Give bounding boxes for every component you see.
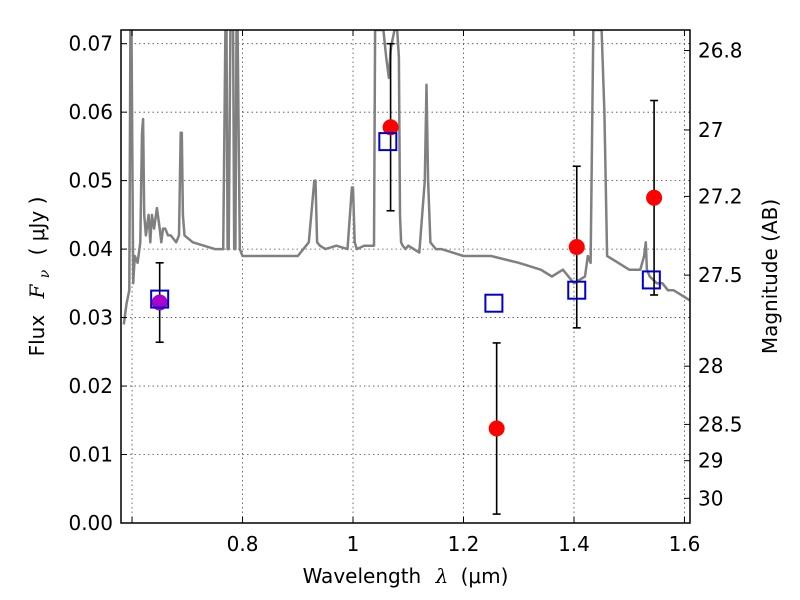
right-tick-label: 27 [698, 118, 723, 142]
right-tick-label: 29 [698, 449, 723, 473]
x-axis-label-symbol: λ [435, 564, 449, 588]
x-tick-label: 0.8 [227, 532, 259, 556]
y-axis-label-text: Flux [25, 315, 49, 357]
right-tick-label: 28.5 [698, 412, 743, 436]
model-square [641, 270, 661, 290]
observed-point [382, 119, 399, 136]
x-axis-label-text: Wavelength [303, 564, 422, 588]
y-tick-label: 0.05 [68, 169, 113, 193]
x-tick-label: 1.2 [448, 532, 480, 556]
ticks: 0.8 1 1.2 1.4 1.6 0.00 0.01 0.02 0.03 0.04 0.05 0.0… [68, 30, 743, 556]
x-tick-label: 1.4 [558, 532, 590, 556]
y-tick-label: 0.00 [68, 511, 113, 535]
right-tick-label: 26.8 [698, 39, 743, 63]
right-tick-label: 27.2 [698, 184, 743, 208]
right-tick-label: 27.5 [698, 263, 743, 287]
right-axis-label: Magnitude (AB) [758, 199, 782, 354]
y-axis-label: Flux F ν ( μJy ) [25, 197, 54, 357]
series-layer [122, 30, 690, 325]
x-axis-label: Wavelength λ (μm) [303, 564, 509, 588]
model-square [484, 293, 504, 313]
right-tick-label: 28 [698, 354, 723, 378]
x-tick-label: 1.6 [669, 532, 701, 556]
y-tick-label: 0.07 [68, 32, 113, 56]
y-axis-label-subscript: ν [37, 269, 53, 278]
model-square [378, 132, 398, 152]
y-tick-label: 0.02 [68, 374, 113, 398]
y-axis-label-unit: ( μJy ) [25, 197, 49, 256]
right-tick-label: 30 [698, 486, 723, 510]
y-axis-label-symbol: F [25, 283, 49, 299]
observed-point [151, 294, 168, 311]
spectrum-line [122, 30, 690, 325]
observed-point [646, 189, 663, 206]
y-tick-label: 0.04 [68, 237, 113, 261]
y-tick-label: 0.03 [68, 306, 113, 330]
observed-point [568, 239, 585, 256]
errorbar-layer [150, 42, 663, 515]
plot-frame [120, 29, 691, 524]
y-tick-label: 0.01 [68, 443, 113, 467]
x-tick-label: 1 [347, 532, 360, 556]
y-tick-label: 0.06 [68, 100, 113, 124]
model-square [150, 289, 170, 309]
observed-point [488, 420, 505, 437]
model-square [567, 280, 587, 300]
x-axis-label-unit: (μm) [461, 564, 509, 588]
